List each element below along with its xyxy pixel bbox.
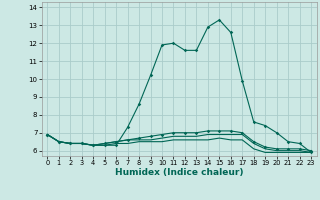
X-axis label: Humidex (Indice chaleur): Humidex (Indice chaleur) — [115, 168, 244, 177]
